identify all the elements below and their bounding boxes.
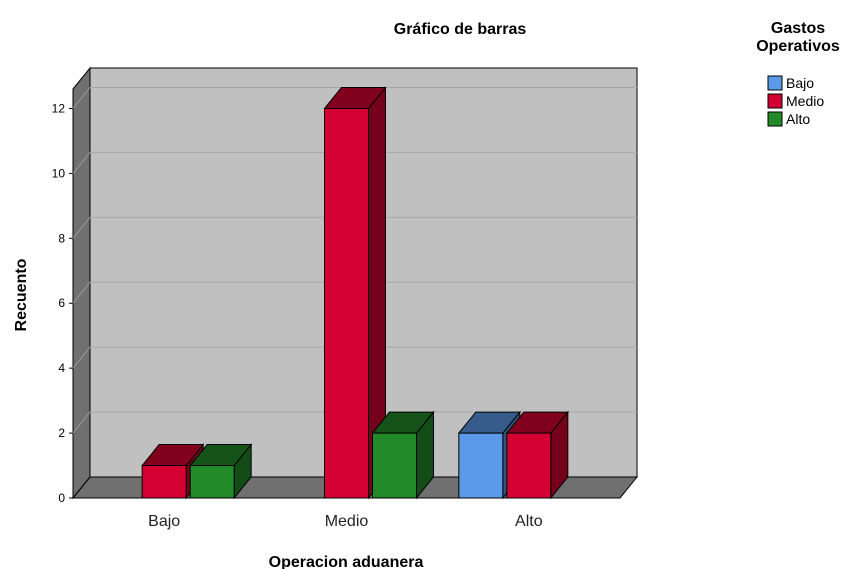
bar [371, 410, 435, 500]
x-tick-label: Bajo [148, 513, 180, 530]
x-tick-label: Alto [515, 513, 543, 530]
bar [505, 410, 569, 500]
side-wall [72, 66, 91, 500]
legend-title: Gastos Operativos [756, 20, 840, 55]
y-tick-label: 8 [58, 231, 65, 245]
x-tick-label: Medio [325, 513, 369, 530]
x-axis-label: Operacion aduanera [269, 554, 424, 569]
legend-swatch [767, 111, 783, 127]
bar-front [141, 465, 187, 499]
bar-front [458, 432, 504, 499]
legend-label: Alto [786, 111, 810, 127]
legend-swatch [767, 93, 783, 109]
legend-label: Medio [786, 93, 824, 109]
y-tick-label: 6 [58, 296, 65, 310]
y-tick-label: 10 [52, 166, 66, 180]
grid-line [72, 281, 91, 304]
y-axis-label: Recuento [13, 258, 30, 331]
y-tick-label: 0 [58, 491, 65, 505]
legend-swatch [767, 75, 783, 91]
bar-front [189, 465, 235, 499]
bar [189, 443, 253, 500]
y-tick-label: 4 [58, 361, 65, 375]
bar-front [372, 432, 417, 499]
grid-line [72, 152, 91, 174]
y-tick-label: 2 [58, 426, 65, 440]
chart-title: Gráfico de barras [394, 21, 527, 38]
legend-label: Bajo [786, 75, 814, 91]
grid-line [72, 87, 91, 109]
bar-front [324, 107, 369, 499]
bar [323, 86, 387, 500]
bar-front [506, 432, 552, 499]
grid-line [72, 346, 91, 369]
y-tick-label: 12 [52, 101, 66, 115]
grid-line [72, 411, 91, 434]
grid-line [72, 217, 91, 239]
